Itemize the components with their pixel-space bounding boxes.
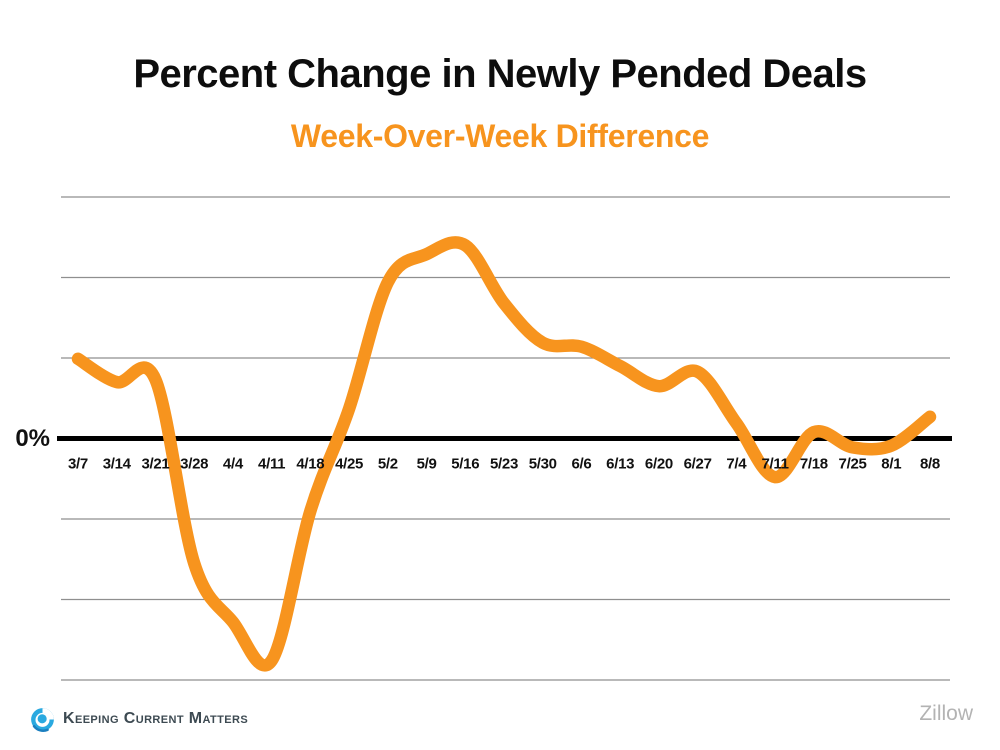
x-axis-label: 4/4 — [223, 456, 244, 473]
x-axis-label: 3/21 — [141, 456, 169, 473]
source-attribution: Zillow — [919, 702, 973, 725]
x-axis-label: 6/27 — [684, 456, 712, 473]
x-axis-label: 7/18 — [800, 456, 828, 473]
x-axis-label: 4/11 — [258, 456, 285, 473]
x-axis-label: 5/30 — [529, 456, 557, 473]
x-axis-label: 5/23 — [490, 456, 518, 473]
x-axis-label: 3/14 — [103, 456, 132, 473]
page-title: Percent Change in Newly Pended Deals — [133, 52, 867, 96]
x-axis-label: 6/13 — [606, 456, 634, 473]
x-axis-label: 5/9 — [417, 456, 437, 473]
x-axis-label: 8/1 — [881, 456, 901, 473]
x-axis-label: 5/2 — [378, 456, 398, 473]
x-axis-label: 6/6 — [571, 456, 591, 473]
brand-name: Keeping Current Matters — [63, 710, 249, 727]
x-axis-label: 3/28 — [180, 456, 208, 473]
x-axis-label: 4/25 — [335, 456, 363, 473]
data-line-series — [71, 236, 937, 672]
x-axis-label: 6/20 — [645, 456, 673, 473]
x-axis-label: 8/8 — [920, 456, 940, 473]
x-axis-label: 5/16 — [451, 456, 479, 473]
x-axis-label: 4/18 — [296, 456, 324, 473]
kcm-logo: Keeping Current Matters — [29, 704, 248, 734]
x-axis-label: 7/11 — [762, 456, 789, 473]
y-axis-zero-label: 0% — [15, 425, 50, 452]
x-axis-label: 7/4 — [726, 456, 747, 473]
chart-subtitle: Week-Over-Week Difference — [290, 118, 710, 154]
kcm-swirl-icon — [31, 707, 54, 732]
x-axis-label: 7/25 — [839, 456, 867, 473]
x-axis-label: 3/7 — [68, 456, 88, 473]
